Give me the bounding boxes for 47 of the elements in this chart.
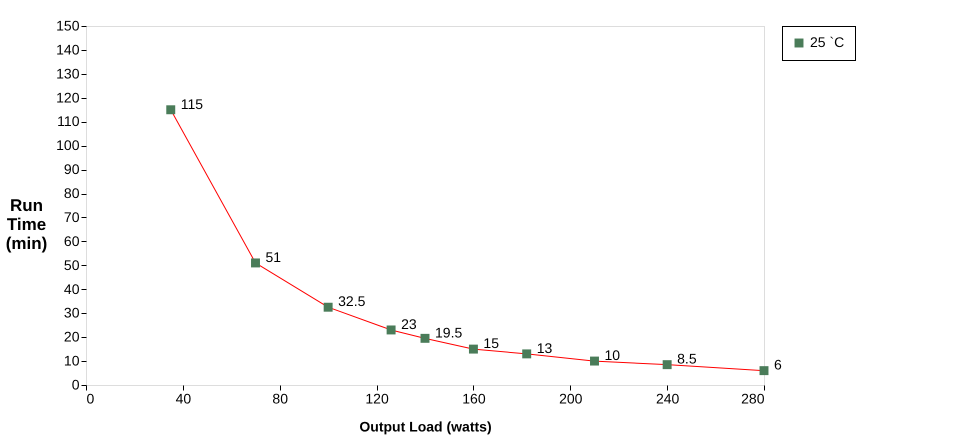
point bbox=[324, 302, 333, 312]
x-tick-label: 160 bbox=[462, 390, 486, 406]
x-tick-label: 200 bbox=[559, 390, 583, 406]
x-tick-label: 40 bbox=[176, 390, 192, 406]
x-tick-label: 80 bbox=[272, 390, 288, 406]
point bbox=[468, 344, 478, 354]
y-tick-label: 110 bbox=[57, 113, 80, 130]
data-label: 115 bbox=[180, 96, 204, 112]
y-tick-label: 60 bbox=[64, 232, 80, 249]
y-tick-label: 120 bbox=[56, 89, 80, 106]
y-tick-label: 130 bbox=[56, 65, 80, 82]
y-tick-label: 40 bbox=[64, 280, 80, 297]
data-label: 23 bbox=[401, 316, 417, 332]
point bbox=[760, 366, 768, 376]
y-tick-label: 90 bbox=[64, 161, 80, 178]
data-label: 10 bbox=[604, 347, 620, 364]
data-label: 32.5 bbox=[338, 293, 366, 310]
y-tick-label: 140 bbox=[56, 41, 80, 58]
y-tick-label: 70 bbox=[64, 208, 80, 225]
y-tick-label: 150 bbox=[56, 18, 80, 34]
y-tick-label: 50 bbox=[64, 256, 80, 273]
point bbox=[590, 356, 599, 366]
legend-label: 25 `C bbox=[810, 34, 844, 50]
point bbox=[420, 334, 430, 343]
point bbox=[166, 105, 176, 114]
data-label: 19.5 bbox=[435, 324, 462, 340]
point bbox=[251, 258, 260, 268]
y-tick-label: 30 bbox=[64, 304, 80, 321]
data-label: 15 bbox=[483, 335, 500, 352]
y-tick-label: 80 bbox=[64, 185, 80, 202]
x-axis-title: Output Load (watts) bbox=[359, 418, 492, 434]
x-tick-label: 280 bbox=[741, 390, 765, 406]
y-axis-title: Run Time (min) bbox=[6, 196, 48, 253]
x-tick-label: 120 bbox=[365, 390, 389, 406]
y-tick-label: 0 bbox=[72, 376, 80, 392]
point bbox=[522, 349, 532, 358]
data-label: 8.5 bbox=[677, 350, 697, 367]
x-tick-label: 240 bbox=[656, 390, 680, 406]
data-label: 13 bbox=[536, 340, 552, 356]
x-tick-label: 0 bbox=[86, 390, 94, 406]
data-label: 51 bbox=[266, 248, 282, 265]
y-tick-label: 20 bbox=[64, 328, 80, 345]
y-tick-label: 100 bbox=[56, 137, 80, 154]
point bbox=[386, 325, 396, 334]
data-label: 6 bbox=[774, 356, 782, 373]
y-tick-label: 10 bbox=[64, 352, 80, 369]
point bbox=[662, 360, 672, 370]
